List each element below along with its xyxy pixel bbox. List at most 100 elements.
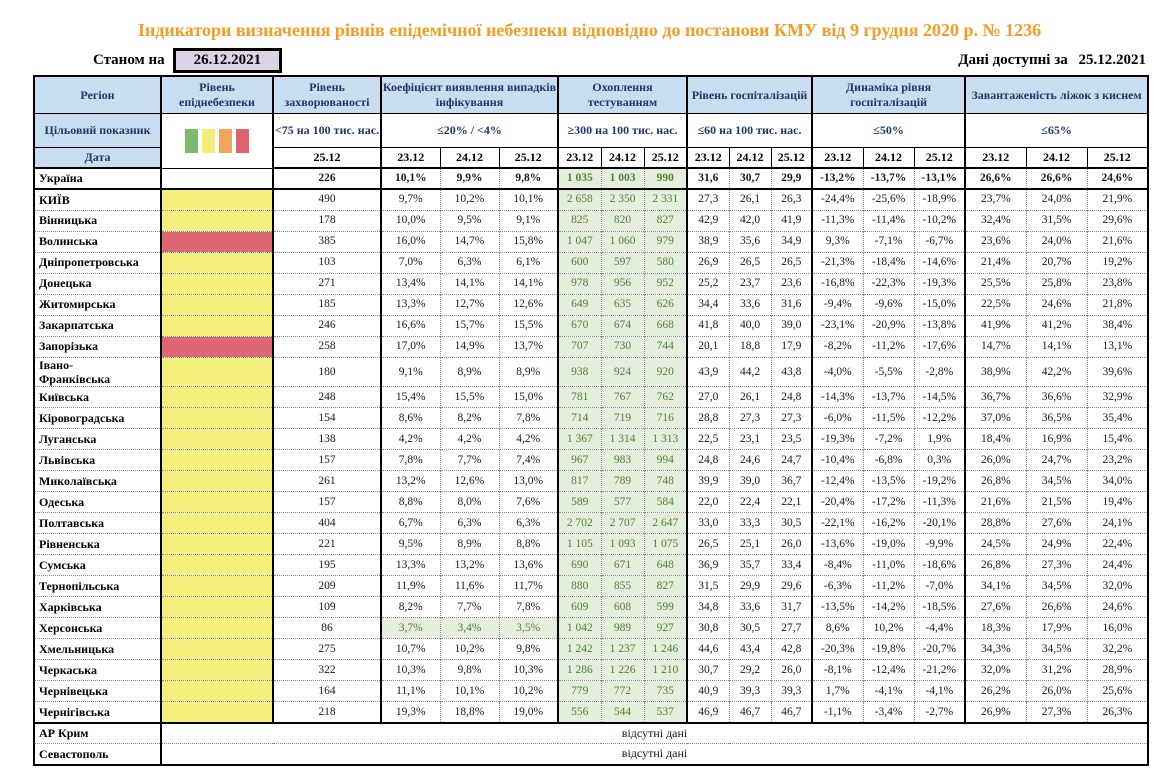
hosp-value: 23,5 [770, 428, 813, 450]
date-header-hosp: 24.12 [728, 146, 772, 169]
oxygen-value: 24,0% [1025, 188, 1088, 210]
hosp-dyn-value: -20,3% [811, 638, 864, 660]
table-row: Севастополь відсутні дані [34, 743, 1149, 765]
oxygen-value: 26,8% [964, 554, 1027, 576]
danger-level-cell [160, 575, 273, 597]
oxygen-value: 24,1% [1086, 512, 1149, 534]
hosp-dyn-value: 10,2% [862, 617, 915, 639]
danger-level-cell [160, 491, 273, 513]
testing-value: 924 [600, 356, 645, 387]
group-header-hosp: Рівень госпіталізацій [686, 75, 813, 114]
hosp-value: 26,0 [770, 533, 813, 555]
detection-value: 3,7% [380, 617, 440, 639]
hosp-value: 41,8 [686, 314, 730, 336]
testing-value: 670 [557, 314, 602, 336]
date-header-incidence: 25.12 [272, 146, 382, 169]
hosp-value: 33,6 [728, 596, 772, 618]
incidence-value: 209 [272, 575, 381, 597]
danger-level-cell [160, 512, 273, 534]
hosp-dyn-value: -15,0% [913, 293, 966, 315]
detection-value: 11,6% [439, 575, 499, 597]
detection-value: 10,2% [439, 188, 499, 210]
testing-value: 967 [557, 449, 602, 471]
hosp-dyn-value: -20,1% [913, 512, 966, 534]
detection-value: 10,1% [498, 188, 559, 210]
hosp-dyn-value: -18,4% [862, 251, 915, 273]
detection-value: 13,6% [498, 554, 559, 576]
incidence-value: 490 [272, 188, 381, 210]
oxygen-value: 38,9% [964, 356, 1027, 387]
danger-level-cell [160, 659, 273, 681]
incidence-value: 385 [272, 230, 381, 252]
table-row: Волинська 385 16,0% 14,7% 15,8% 1 047 1 060 979… [34, 230, 1149, 252]
testing-value: 2 707 [600, 512, 645, 534]
region-name: Полтавська [34, 512, 161, 534]
incidence-value: 271 [272, 272, 381, 294]
oxygen-value: 24,6% [1025, 293, 1088, 315]
table-row: Київська 248 15,4% 15,5% 15,0% 781 767 762 27,0 2… [34, 386, 1149, 408]
testing-value: 2 647 [643, 512, 688, 534]
hosp-dyn-value: -18,5% [913, 596, 966, 618]
oxygen-value: 36,7% [964, 386, 1027, 408]
meta-row: Станом на 26.12.2021 Дані доступні за 25… [33, 48, 1146, 73]
hosp-value: 35,7 [728, 554, 772, 576]
table-row: Тернопільська 209 11,9% 11,6% 11,7% 880 855 827… [34, 575, 1149, 597]
date-row-label: Дата [33, 146, 162, 169]
detection-value: 16,6% [380, 314, 440, 336]
danger-level-cell [160, 167, 273, 190]
hosp-value: 39,0 [770, 314, 813, 336]
detection-value: 9,7% [380, 188, 440, 210]
header-row-titles: Регіон Рівень епіднебезпеки Рівень захворю… [33, 75, 1149, 114]
region-name: Сумська [34, 554, 161, 576]
hosp-value: 22,0 [686, 491, 730, 513]
hosp-value: 44,2 [728, 356, 772, 387]
testing-value: 748 [643, 470, 688, 492]
hosp-dyn-value: -17,6% [913, 335, 966, 357]
hosp-dyn-value: -13,7% [862, 167, 915, 190]
indicators-table: Регіон Рівень епіднебезпеки Рівень захворю… [33, 75, 1150, 766]
date-header-hosp: 23.12 [686, 146, 730, 169]
testing-value: 735 [643, 680, 688, 702]
danger-level-cell [160, 272, 273, 294]
detection-value: 7,4% [498, 449, 559, 471]
danger-level-cell [160, 596, 273, 618]
hosp-dyn-value: -14,3% [811, 386, 864, 408]
hosp-dyn-value: -2,7% [913, 701, 966, 723]
hosp-value: 39,0 [728, 470, 772, 492]
incidence-value: 86 [272, 617, 381, 639]
hosp-dyn-value: -11,3% [913, 491, 966, 513]
hosp-value: 34,4 [686, 293, 730, 315]
testing-value: 920 [643, 356, 688, 387]
oxygen-value: 24,6% [1086, 167, 1149, 190]
detection-value: 7,6% [498, 491, 559, 513]
as-of: Станом на 26.12.2021 [93, 48, 283, 73]
testing-value: 989 [600, 617, 645, 639]
incidence-value: 164 [272, 680, 381, 702]
hosp-dyn-value: -12,2% [913, 407, 966, 429]
hosp-dyn-value: -16,2% [862, 512, 915, 534]
danger-level-cell [160, 356, 273, 387]
oxygen-value: 23,2% [1086, 449, 1149, 471]
testing-value: 1 246 [643, 638, 688, 660]
detection-value: 19,0% [498, 701, 559, 723]
hosp-value: 26,5 [728, 251, 772, 273]
date-header-testing: 23.12 [557, 146, 602, 169]
detection-value: 13,0% [498, 470, 559, 492]
oxygen-value: 26,2% [964, 680, 1027, 702]
table-row: АР Крим відсутні дані [34, 721, 1149, 744]
detection-value: 7,7% [439, 596, 499, 618]
testing-value: 817 [557, 470, 602, 492]
hosp-value: 39,3 [728, 680, 772, 702]
hosp-dyn-value: 1,7% [811, 680, 864, 702]
hosp-value: 24,8 [770, 386, 813, 408]
hosp-dyn-value: -19,0% [862, 533, 915, 555]
danger-level-cell [160, 293, 273, 315]
testing-value: 584 [643, 491, 688, 513]
hosp-dyn-value: -4,1% [862, 680, 915, 702]
oxygen-value: 34,5% [1025, 470, 1088, 492]
region-header: Регіон [33, 75, 162, 114]
hosp-dyn-value: -4,1% [913, 680, 966, 702]
danger-level-cell [160, 680, 273, 702]
oxygen-value: 37,0% [964, 407, 1027, 429]
oxygen-value: 15,4% [1086, 428, 1149, 450]
